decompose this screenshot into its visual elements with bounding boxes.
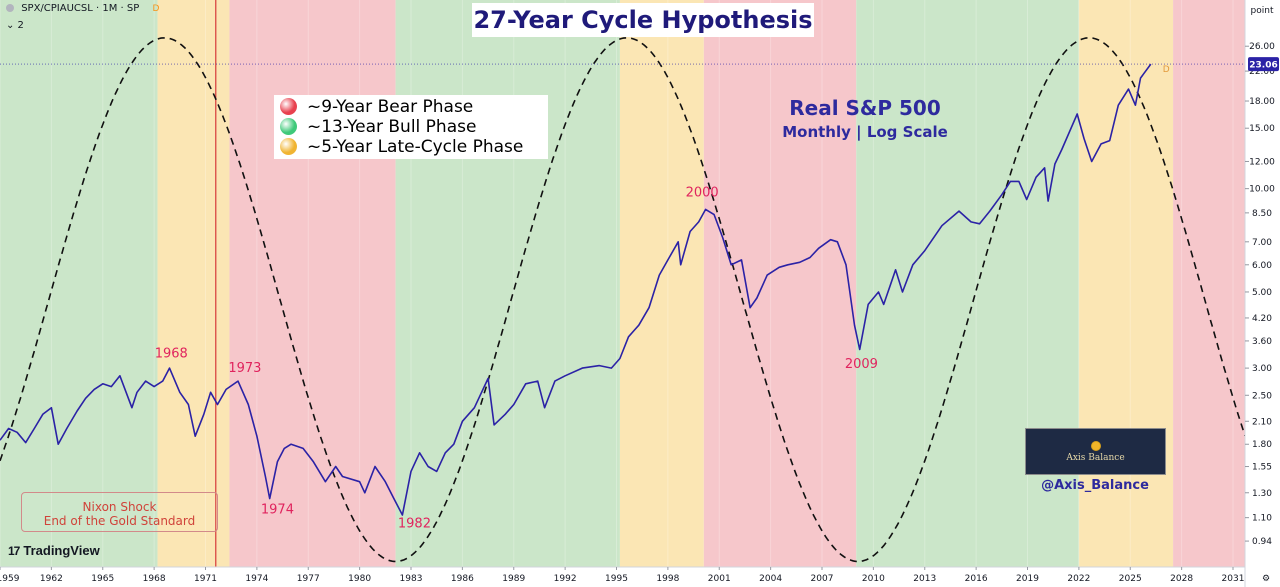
y-tick-label: 7.00 [1252,238,1272,248]
x-tick-label: 1974 [245,574,268,584]
y-tick-label: 1.30 [1252,489,1272,499]
last-value-label: 23.06 [1249,61,1277,71]
label-2000: 2000 [686,185,719,200]
y-tick-label: 15.00 [1249,124,1275,134]
x-tick-label: 1980 [348,574,371,584]
legend-label-late: ~5-Year Late-Cycle Phase [307,137,524,157]
y-tick-label: 5.00 [1252,288,1272,298]
y-tick-label: 4.20 [1252,314,1272,324]
x-tick-label: 2013 [913,574,936,584]
x-tick-label: 1977 [297,574,320,584]
y-tick-label: 1.80 [1252,440,1272,450]
symbol-header[interactable]: SPX/CPIAUCSL · 1M · SP D [6,3,159,14]
chart-title: 27-Year Cycle Hypothesis [472,3,814,37]
data-badge: D [152,4,160,14]
label-2009: 2009 [845,357,878,372]
x-tick-label: 2031 [1222,574,1245,584]
y-tick-label: 0.94 [1252,537,1272,547]
x-tick-label: 2028 [1170,574,1193,584]
x-tick-label: 1983 [400,574,423,584]
x-tick-label: 1992 [554,574,577,584]
y-tick-label: 12.00 [1249,157,1275,167]
axis-balance-logo: Axis Balance [1025,428,1166,475]
label-1982: 1982 [398,516,431,531]
x-tick-label: 1962 [40,574,63,584]
cycle-curve [0,37,1246,563]
y-tick-label: 26.00 [1249,42,1275,52]
x-tick-label: 1959 [0,574,20,584]
nixon-shock-annotation: Nixon Shock End of the Gold Standard [21,492,218,532]
legend-item-bull: ~13-Year Bull Phase [280,117,548,137]
x-tick-label: 1968 [143,574,166,584]
phase-band-late [157,0,230,567]
symbol-text: SPX/CPIAUCSL · 1M · SP [21,3,140,14]
series-line [0,63,1152,516]
settings-gear-icon[interactable]: ⚙ [1262,574,1270,584]
x-tick-label: 2022 [1067,574,1090,584]
legend-item-bear: ~9-Year Bear Phase [280,97,548,117]
x-tick-label: 1995 [605,574,628,584]
phase-band-late [619,0,704,567]
y-tick-label: 3.60 [1252,337,1272,347]
x-tick-label: 1998 [656,574,679,584]
nixon-line1: Nixon Shock [82,500,157,514]
x-tick-label: 2016 [965,574,988,584]
x-tick-label: 1971 [194,574,217,584]
orange-circle-icon [280,138,297,155]
logo-text: Axis Balance [1066,453,1125,463]
y-tick-label: 2.50 [1252,391,1272,401]
x-tick-label: 1965 [91,574,114,584]
y-tick-label: 1.55 [1252,463,1272,473]
chart-subtitle-scale: Monthly | Log Scale [782,123,948,141]
phase-band-bull [0,0,158,567]
y-tick-label: 6.00 [1252,261,1272,271]
chart-subtitle: Real S&P 500 [789,96,941,120]
x-tick-label: 2010 [862,574,885,584]
sun-icon [1091,442,1100,450]
label-1968: 1968 [155,347,188,362]
x-tick-label: 2004 [759,574,782,584]
legend-item-late: ~5-Year Late-Cycle Phase [280,137,548,157]
collapse-toggle[interactable]: ⌄ 2 [6,20,24,31]
series-marker: D [1163,65,1170,75]
label-1973: 1973 [228,361,261,376]
last-value-badge [1248,57,1279,72]
phase-legend: ~9-Year Bear Phase ~13-Year Bull Phase ~… [274,95,548,159]
x-tick-label: 2025 [1119,574,1142,584]
tradingview-logo[interactable]: 17 TradingView [8,543,100,558]
label-1974: 1974 [261,503,294,518]
y-tick-label: 2.10 [1252,417,1272,427]
x-tick-label: 2019 [1016,574,1039,584]
legend-label-bear: ~9-Year Bear Phase [307,97,474,117]
y-axis-unit: point [1251,6,1274,16]
author-handle: @Axis_Balance [1041,478,1149,493]
phase-band-bear [703,0,857,567]
y-tick-label: 22.00 [1249,67,1275,77]
green-circle-icon [280,118,297,135]
tradingview-text: TradingView [23,543,100,558]
y-tick-label: 3.00 [1252,364,1272,374]
x-tick-label: 1986 [451,574,474,584]
tradingview-icon: 17 [8,544,20,558]
x-axis-panel [0,567,1280,587]
x-tick-label: 2007 [811,574,834,584]
y-axis-panel [1245,0,1280,587]
phase-band-bull [395,0,620,567]
phase-band-bear [1173,0,1245,567]
phase-band-bear [229,0,396,567]
y-tick-label: 1.10 [1252,514,1272,524]
x-tick-label: 2001 [708,574,731,584]
y-tick-label: 8.50 [1252,209,1272,219]
red-circle-icon [280,98,297,115]
y-tick-label: 10.00 [1249,185,1275,195]
legend-label-bull: ~13-Year Bull Phase [307,117,477,137]
symbol-dot-icon [6,4,14,12]
nixon-line2: End of the Gold Standard [43,514,196,528]
y-tick-label: 18.00 [1249,97,1275,107]
x-tick-label: 1989 [502,574,525,584]
